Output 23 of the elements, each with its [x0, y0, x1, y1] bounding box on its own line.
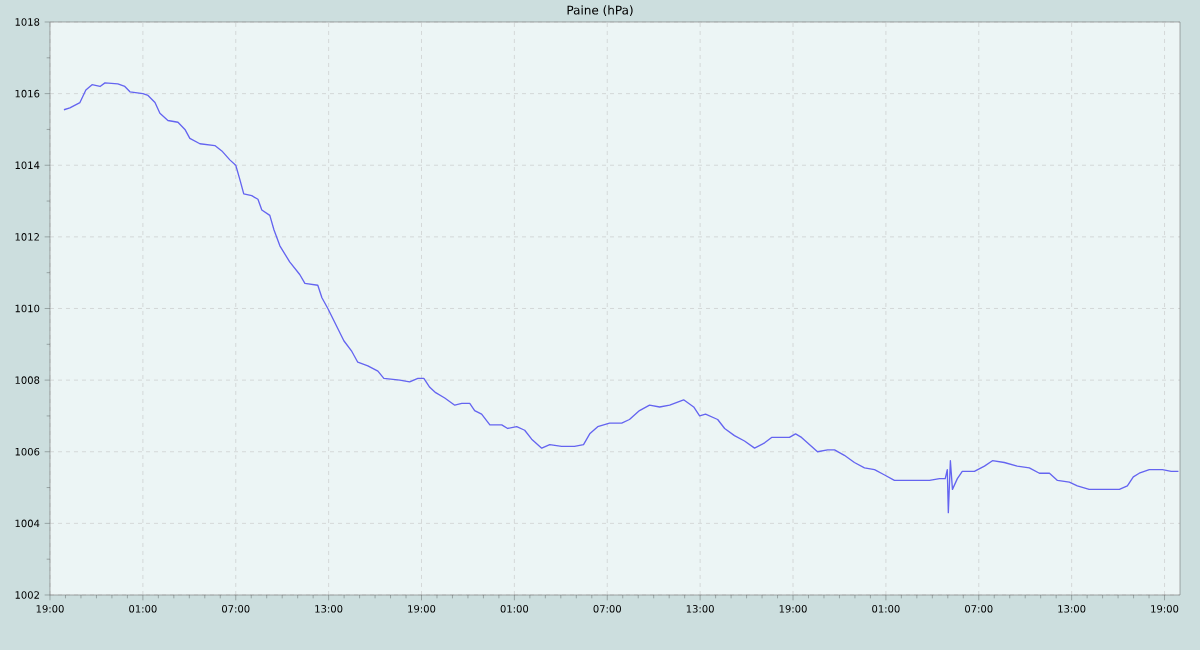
y-tick-label: 1004 — [15, 519, 40, 528]
x-tick-label: 13:00 — [1058, 605, 1086, 613]
chart-title: Paine (hPa) — [567, 5, 633, 17]
x-tick-label: 01:00 — [872, 605, 900, 613]
y-tick-label: 1008 — [15, 376, 40, 384]
x-tick-label: 13:00 — [315, 605, 343, 613]
y-tick-label: 1012 — [15, 233, 39, 241]
x-tick-label: 07:00 — [593, 605, 621, 613]
x-tick-label: 19:00 — [408, 605, 436, 613]
x-tick-label: 19:00 — [1151, 605, 1179, 613]
x-tick-label: 13:00 — [686, 605, 714, 613]
x-tick-label: 19:00 — [36, 605, 64, 613]
x-tick-label: 07:00 — [965, 605, 993, 613]
x-tick-label: 19:00 — [779, 605, 807, 613]
x-tick-label: 07:00 — [222, 605, 250, 613]
y-tick-label: 1010 — [15, 304, 40, 313]
y-tick-label: 1006 — [15, 447, 40, 456]
x-tick-label: 01:00 — [500, 605, 529, 613]
x-tick-label: 01:00 — [129, 605, 157, 613]
y-tick-label: 1016 — [15, 89, 40, 98]
y-tick-label: 1018 — [15, 18, 40, 26]
y-tick-label: 1002 — [15, 591, 39, 599]
y-tick-label: 1014 — [15, 161, 40, 170]
